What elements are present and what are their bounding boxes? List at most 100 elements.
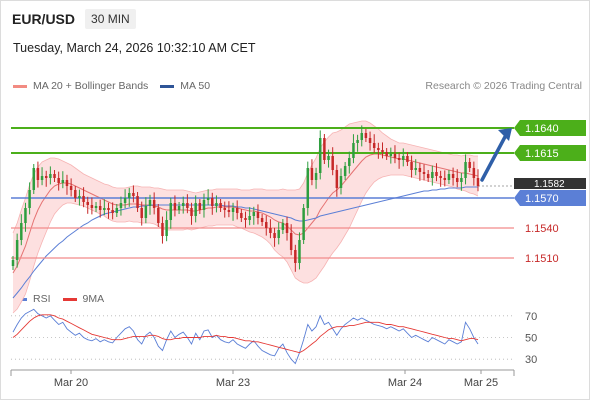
candle-body-39 <box>173 203 177 210</box>
projection-arrow-head <box>498 128 512 141</box>
candle-body-94 <box>402 156 405 160</box>
candle-body-19 <box>90 205 94 208</box>
rsi-series-RSI <box>12 308 479 365</box>
timeframe-badge[interactable]: 30 MIN <box>85 9 136 29</box>
candle-body-95 <box>406 156 409 162</box>
rsi-tick-30: 30 <box>525 354 537 366</box>
candle-body-21 <box>98 206 102 210</box>
candle-body-5 <box>32 168 36 190</box>
candle-body-88 <box>377 148 380 150</box>
candle-body-2 <box>20 223 23 240</box>
datetime-label: Tuesday, March 24, 2026 10:32:10 AM CET <box>13 41 256 55</box>
chart-header: EUR/USD 30 MIN <box>12 8 136 30</box>
candle-body-56 <box>244 218 247 220</box>
last-price-tag <box>514 178 586 189</box>
candle-body-11 <box>57 178 60 183</box>
level-label-1.1570: 1.1570 <box>525 193 559 205</box>
level-label-1.1540: 1.1540 <box>525 223 559 235</box>
last-price-label: 1.1582 <box>534 179 565 190</box>
candle-body-24 <box>111 210 114 213</box>
candle-body-71 <box>306 168 310 208</box>
legend-ma20-swatch <box>13 84 27 88</box>
legend-ma50-swatch <box>160 84 175 88</box>
candle-body-25 <box>115 208 119 213</box>
candle-body-108 <box>460 178 463 182</box>
legend-ma20: MA 20 + Bollinger Bands <box>13 80 148 92</box>
x-tick-label-3: Mar 25 <box>464 377 498 389</box>
candle-body-18 <box>86 202 89 205</box>
candle-body-48 <box>211 198 214 206</box>
ma20-line <box>12 153 479 274</box>
candle-body-30 <box>136 196 139 208</box>
candle-body-43 <box>190 208 193 216</box>
candle-body-106 <box>451 174 455 178</box>
candle-body-7 <box>40 176 44 180</box>
level-label-1.1640: 1.1640 <box>525 123 559 135</box>
x-tick-label-0: Mar 20 <box>54 377 88 389</box>
candle-body-45 <box>198 203 202 210</box>
candle-body-90 <box>385 152 388 156</box>
candle-body-72 <box>310 168 314 180</box>
candle-body-35 <box>157 208 160 223</box>
candle-body-105 <box>447 174 451 180</box>
level-label-1.1615: 1.1615 <box>525 148 559 160</box>
candle-body-9 <box>49 174 52 178</box>
candle-body-110 <box>468 162 471 168</box>
candle-body-65 <box>281 223 285 230</box>
candle-body-61 <box>265 222 268 228</box>
candle-body-80 <box>343 166 347 176</box>
candle-body-13 <box>65 180 69 186</box>
level-label-1.1510: 1.1510 <box>525 253 559 265</box>
candle-body-99 <box>422 172 426 174</box>
candle-body-85 <box>364 133 368 138</box>
x-tick-label-2: Mar 24 <box>388 377 422 389</box>
candle-body-3 <box>24 208 27 223</box>
candle-body-54 <box>235 208 239 213</box>
candle-body-112 <box>476 178 480 186</box>
candle-body-49 <box>215 203 218 206</box>
x-tick-label-1: Mar 23 <box>216 377 250 389</box>
legend-9ma: 9MA <box>62 293 105 305</box>
candle-body-46 <box>202 200 206 210</box>
candle-body-12 <box>61 180 65 183</box>
level-tag-1.1615 <box>514 145 586 161</box>
candle-body-26 <box>119 203 123 208</box>
candle-body-36 <box>161 223 164 236</box>
rsi-tick-70: 70 <box>525 311 537 323</box>
candle-body-97 <box>414 168 417 170</box>
candle-body-83 <box>356 140 359 143</box>
legend-9ma-swatch <box>62 297 77 301</box>
candle-body-78 <box>335 170 339 188</box>
candle-body-22 <box>103 208 106 210</box>
bollinger-upper-line <box>12 120 478 234</box>
candle-body-102 <box>435 172 438 176</box>
projection-arrow-shaft <box>480 133 508 182</box>
candle-body-17 <box>82 196 85 202</box>
candle-body-52 <box>227 210 231 212</box>
candle-body-47 <box>206 198 210 200</box>
candle-body-42 <box>186 203 189 208</box>
candle-body-6 <box>36 168 40 180</box>
candle-body-76 <box>327 156 330 160</box>
candle-body-0 <box>11 260 15 266</box>
candle-body-74 <box>318 138 322 173</box>
candle-body-73 <box>314 173 318 180</box>
candle-body-91 <box>389 154 393 156</box>
candle-body-64 <box>277 230 280 238</box>
candle-body-70 <box>302 208 305 240</box>
candle-body-4 <box>28 190 31 208</box>
candle-body-79 <box>339 176 343 188</box>
candle-body-81 <box>348 158 351 166</box>
candle-body-23 <box>107 208 110 210</box>
level-tag-1.1640 <box>514 120 586 136</box>
level-tag-1.1570 <box>514 190 586 206</box>
credit-label: Research © 2026 Trading Central <box>425 80 582 92</box>
candle-body-32 <box>144 206 148 218</box>
legend-9ma-label: 9MA <box>82 293 105 305</box>
candle-body-96 <box>410 162 413 170</box>
rsi-series-9MA <box>12 314 479 354</box>
candle-body-86 <box>368 138 372 143</box>
candle-body-8 <box>44 176 48 178</box>
bollinger-lower-line <box>12 174 479 314</box>
